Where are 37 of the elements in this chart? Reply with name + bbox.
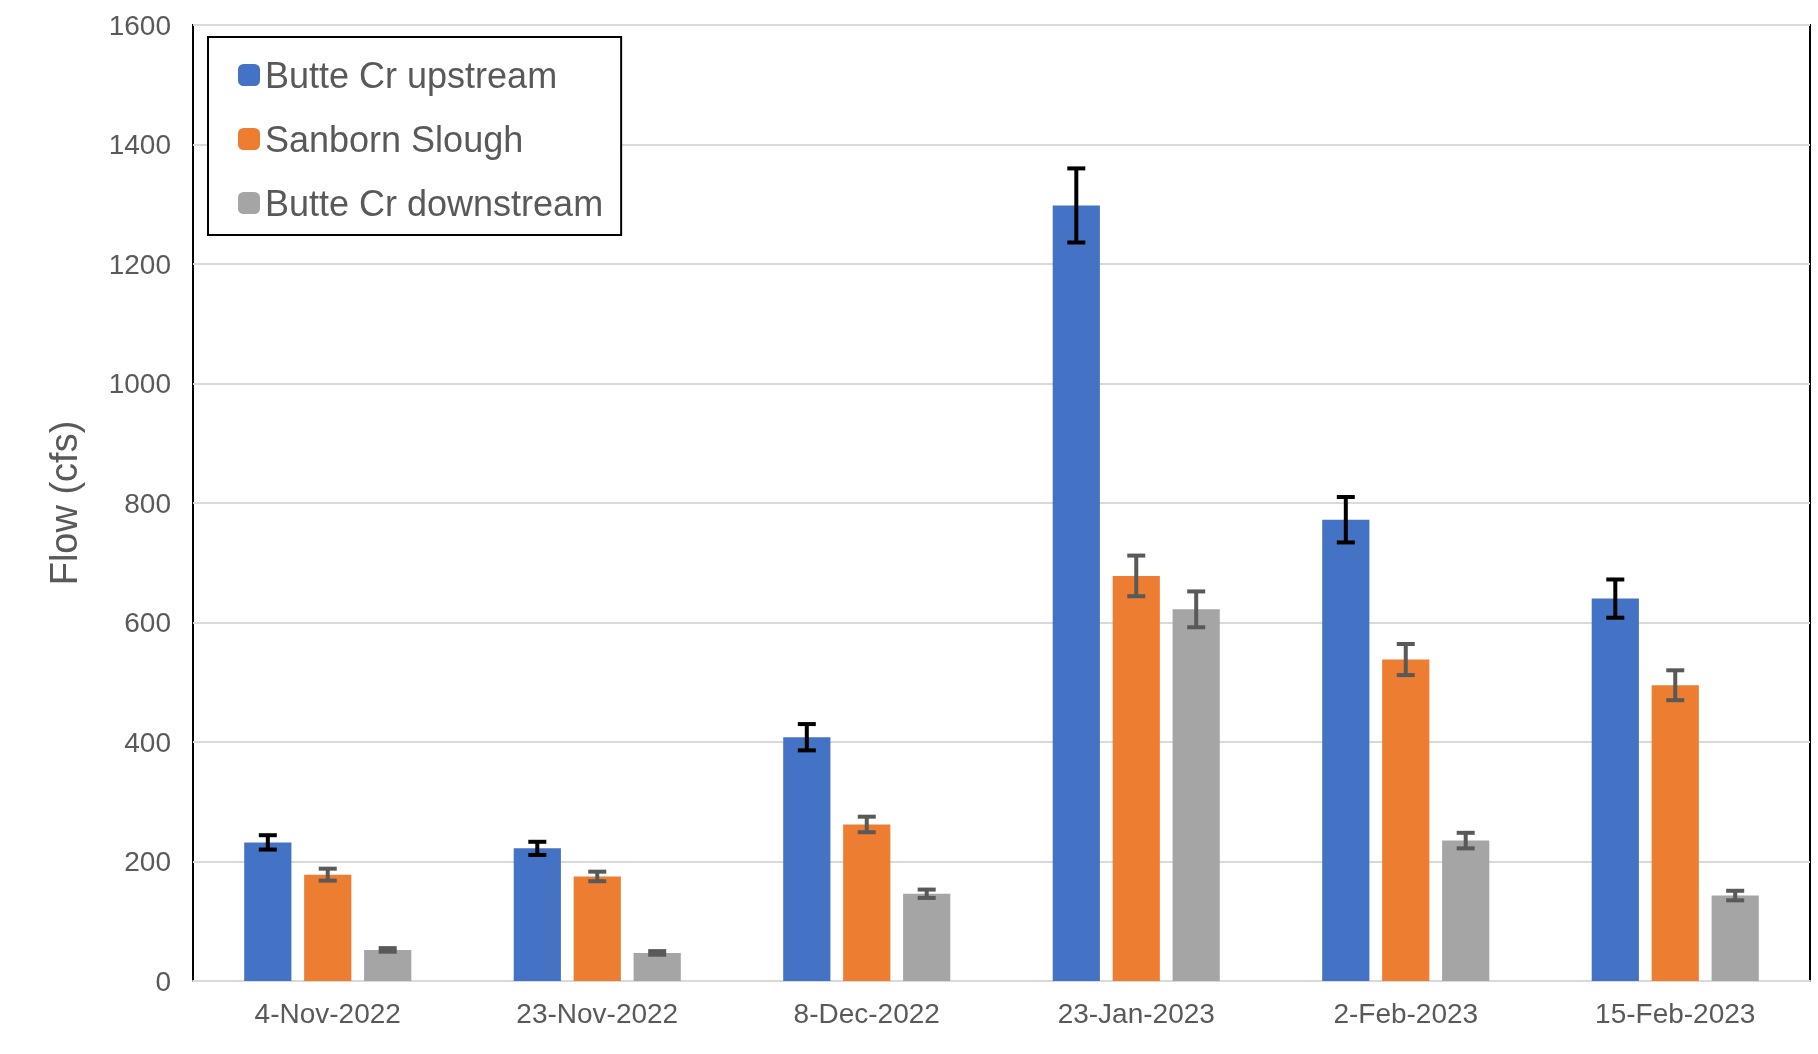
y-tick-label: 400 (124, 726, 171, 758)
bar (1382, 659, 1430, 981)
x-tick-label: 23-Nov-2022 (516, 997, 679, 1029)
x-tick-label: 15-Feb-2023 (1595, 997, 1756, 1029)
y-tick-label: 0 (155, 965, 171, 997)
bar (364, 949, 412, 981)
y-tick-label: 1600 (108, 9, 171, 41)
x-tick-label: 8-Dec-2022 (793, 997, 940, 1029)
y-tick-label: 1000 (108, 368, 171, 399)
y-tick-label: 1400 (108, 129, 171, 160)
bar (1172, 609, 1220, 981)
x-tick-label: 23-Jan-2023 (1057, 997, 1215, 1029)
y-axis-title: Flow (cfs) (43, 420, 85, 586)
y-tick-label: 800 (124, 487, 171, 519)
bar (513, 848, 561, 981)
y-tick-label: 200 (124, 846, 171, 877)
bar (783, 737, 831, 981)
bar (1322, 519, 1370, 981)
y-tick-label: 1200 (108, 248, 171, 280)
bar (304, 874, 352, 981)
legend-label: Sanborn Slough (265, 118, 524, 160)
bar (903, 893, 951, 981)
legend-label: Butte Cr upstream (265, 54, 558, 96)
bar (1651, 685, 1699, 981)
bar (1442, 840, 1490, 981)
bar (1112, 575, 1160, 981)
y-tick-label: 600 (124, 607, 171, 638)
x-tick-label: 2-Feb-2023 (1333, 997, 1479, 1029)
bar (843, 824, 891, 981)
x-tick-label: 4-Nov-2022 (254, 997, 401, 1029)
bar (244, 842, 292, 981)
bar (573, 876, 621, 981)
bar (633, 952, 681, 981)
bar (1711, 895, 1759, 981)
legend-label: Butte Cr downstream (265, 182, 604, 224)
bar (1591, 598, 1639, 981)
bar (1052, 205, 1100, 981)
